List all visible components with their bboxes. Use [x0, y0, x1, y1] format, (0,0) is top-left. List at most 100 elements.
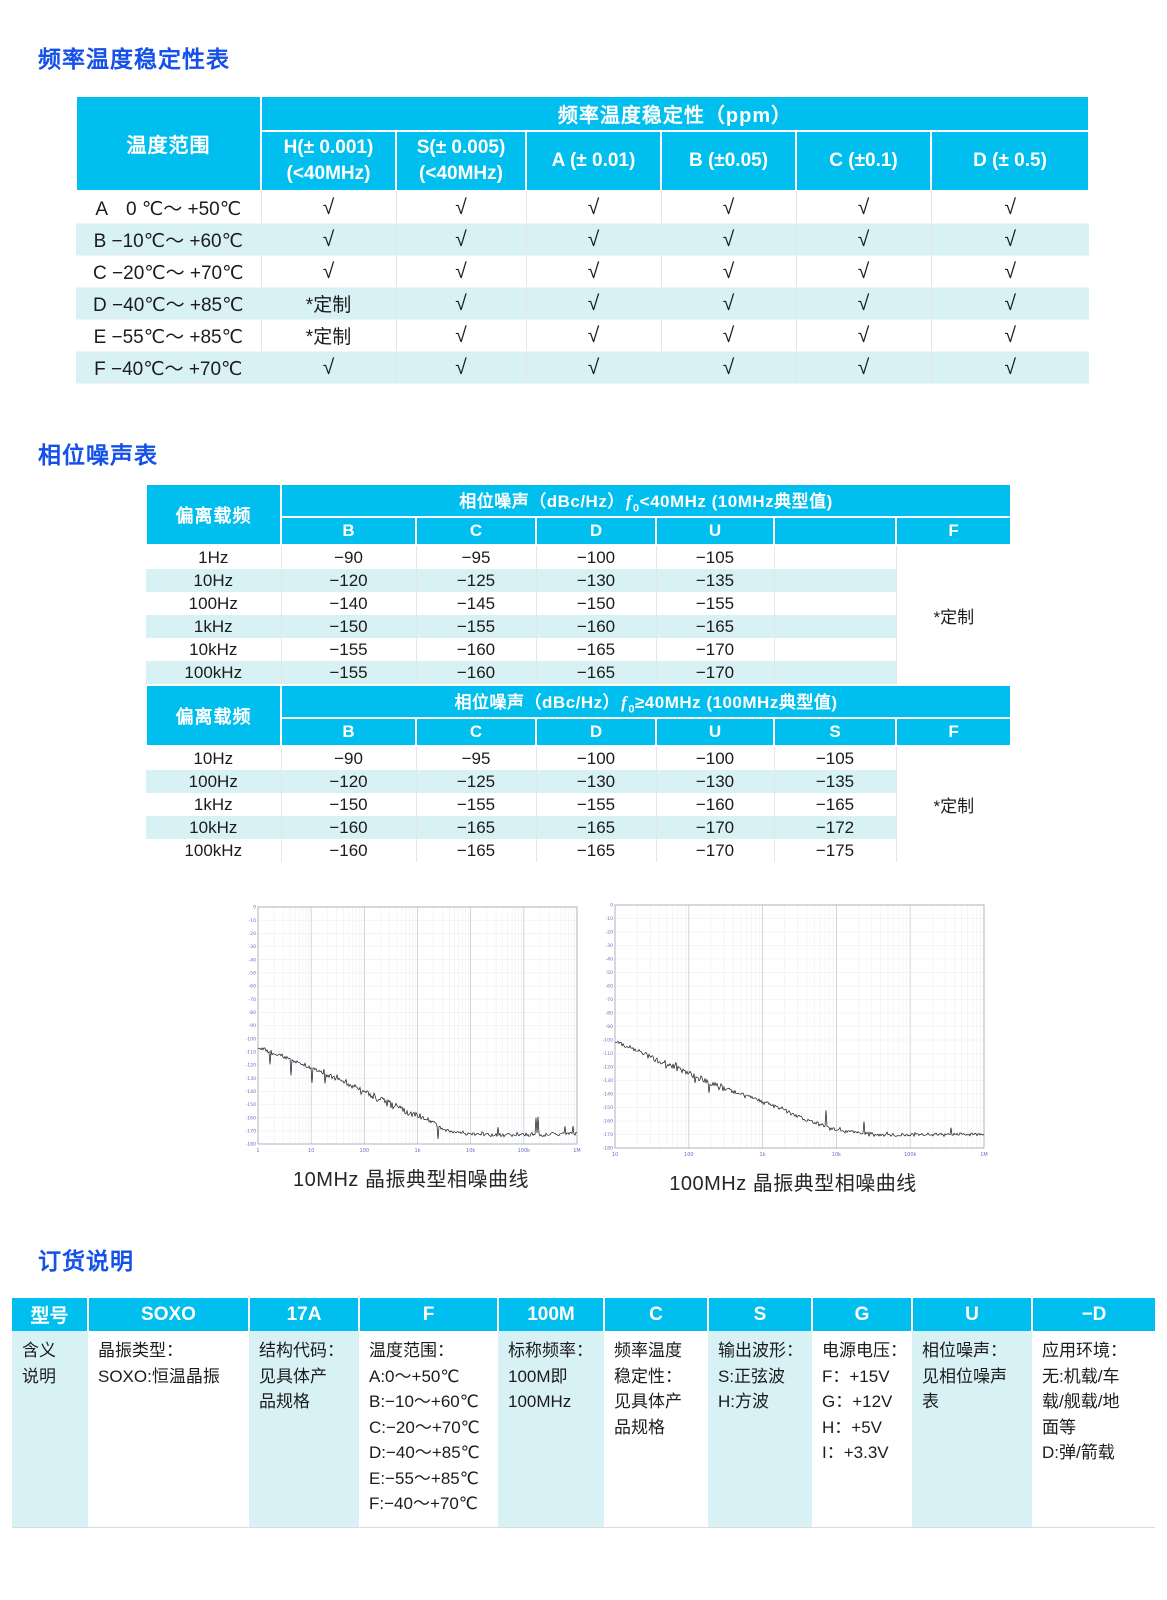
- axis-tick-label: 1k: [760, 1152, 766, 1158]
- phase-noise-col-header: S: [773, 717, 897, 747]
- ordering-section-title: 订货说明: [38, 1248, 134, 1274]
- ordering-description-cell: 输出波形： S:正弦波 H:方波: [708, 1331, 812, 1528]
- phase-noise-value-cell: −150: [281, 615, 417, 638]
- custom-cell: *定制: [895, 746, 1012, 862]
- phase-noise-group-header: 相位噪声（dBc/Hz）f0≥40MHz (100MHz典型值): [279, 684, 1013, 719]
- phase-noise-group-header: 相位噪声（dBc/Hz）f0<40MHz (10MHz典型值): [279, 483, 1013, 518]
- phase-noise-curve: [257, 1047, 577, 1140]
- check-cell: √: [931, 191, 1090, 224]
- phase-noise-col-header: C: [415, 717, 537, 747]
- check-cell: √: [396, 255, 527, 288]
- phase-noise-col-header: U: [655, 717, 775, 747]
- ordering-description-cell: 电源电压： F：+15V G：+12V H：+5V I：+3.3V: [812, 1331, 912, 1528]
- check-cell: √: [396, 223, 527, 256]
- axis-tick-label: -10: [605, 916, 613, 922]
- table-row: C −20℃～ +70℃ √ √ √ √ √ √: [76, 255, 1090, 288]
- check-cell: √: [661, 191, 797, 224]
- phase-noise-value-cell: −100: [656, 746, 775, 770]
- check-cell: √: [796, 191, 932, 224]
- check-cell: √: [931, 255, 1090, 288]
- ordering-description-line: I：+3.3V: [822, 1443, 889, 1462]
- stability-col-header-line: S(± 0.005): [416, 137, 506, 159]
- check-cell: √: [526, 223, 662, 256]
- phase-noise-col-header: D: [535, 516, 657, 546]
- phase-noise-value-cell: [774, 638, 896, 661]
- table-row: A 0 ℃～ +50℃ √ √ √ √ √ √: [76, 191, 1090, 224]
- stability-col-header-line: (<40MHz): [286, 163, 371, 184]
- phase-noise-value-cell: −155: [281, 638, 417, 661]
- check-cell: √: [661, 223, 797, 256]
- axis-tick-label: 1M: [980, 1152, 988, 1158]
- ordering-description-line: S:正弦波: [718, 1366, 786, 1386]
- axis-tick-label: -180: [603, 1146, 614, 1152]
- axis-tick-label: -50: [248, 971, 256, 977]
- group-header-prefix: 相位噪声（dBc/Hz）: [454, 692, 621, 712]
- ordering-description-line: 标称频率：: [508, 1341, 593, 1360]
- axis-tick-label: -140: [246, 1089, 257, 1095]
- table-row: 100Hz −140 −145 −150 −155: [146, 592, 1011, 615]
- stability-col-header-line: B (±0.05): [688, 150, 769, 172]
- phase-noise-value-cell: −165: [536, 839, 657, 862]
- axis-tick-label: 1M: [573, 1148, 581, 1154]
- ordering-description-line: 面等: [1042, 1417, 1076, 1437]
- check-cell: √: [931, 351, 1090, 384]
- ordering-code-header: 100M: [498, 1298, 605, 1331]
- check-cell: √: [261, 223, 397, 256]
- axis-tick-label: -140: [603, 1092, 614, 1098]
- phase-noise-value-cell: −172: [774, 816, 896, 839]
- ordering-description-line: 见具体产: [259, 1366, 327, 1386]
- axis-tick-label: -20: [605, 930, 613, 936]
- phase-noise-value-cell: −165: [536, 816, 657, 839]
- axis-tick-label: -110: [246, 1050, 257, 1056]
- axis-tick-label: -150: [603, 1105, 614, 1111]
- ordering-description-line: D:弹/箭载: [1042, 1443, 1115, 1462]
- stability-col-header: A (± 0.01): [525, 130, 662, 192]
- f-subscript: 0: [628, 703, 635, 716]
- phase-noise-chart-10mhz: 0 -10 -20 -30 -40 -50 -60 -70 -80 -90 -100 -110 -120…: [240, 902, 582, 1160]
- axis-tick-label: 0: [610, 903, 613, 909]
- check-cell: √: [261, 351, 397, 384]
- f-symbol: f: [625, 491, 633, 511]
- phase-noise-value-cell: −165: [656, 615, 775, 638]
- check-cell: √: [931, 223, 1090, 256]
- phase-noise-value-cell: −125: [416, 569, 537, 592]
- phase-noise-value-cell: −105: [656, 545, 775, 569]
- ordering-code-header: G: [812, 1298, 913, 1331]
- custom-cell: *定制: [261, 319, 397, 352]
- phase-noise-value-cell: −135: [656, 569, 775, 592]
- offset-frequency-label: 10Hz: [146, 746, 282, 770]
- stability-col-header-line: A (± 0.01): [551, 150, 636, 172]
- check-cell: √: [661, 319, 797, 352]
- phase-noise-value-cell: −90: [281, 545, 417, 569]
- phase-noise-value-cell: −100: [536, 746, 657, 770]
- stability-col-header: S(± 0.005) (<40MHz): [395, 130, 527, 192]
- stability-table-head: 温度范围 频率温度稳定性（ppm） H(± 0.001) (<40MHz) S(± 0.…: [75, 95, 1091, 192]
- offset-frequency-corner-header: 偏离载频: [145, 483, 282, 546]
- ordering-description-cell: 晶振类型： SOXO:恒温晶振: [88, 1331, 249, 1528]
- axis-tick-label: -60: [605, 984, 613, 990]
- table-row: 10kHz −160 −165 −165 −170 −172: [146, 816, 1011, 839]
- phase-noise-value-cell: −160: [656, 793, 775, 816]
- phase-noise-value-cell: −170: [656, 638, 775, 661]
- axis-tick-label: 1: [256, 1148, 259, 1154]
- phase-noise-col-header: U: [655, 516, 775, 546]
- phase-noise-value-cell: −165: [416, 816, 537, 839]
- phase-noise-value-cell: −150: [281, 793, 417, 816]
- axis-tick-label: -60: [248, 984, 256, 990]
- phase-noise-col-header: B: [280, 717, 417, 747]
- phase-noise-value-cell: −90: [281, 746, 417, 770]
- ordering-code-header: S: [708, 1298, 813, 1331]
- phase-noise-value-cell: −160: [281, 839, 417, 862]
- check-cell: √: [661, 351, 797, 384]
- f-subscript: 0: [633, 502, 640, 515]
- phase-noise-value-cell: −165: [774, 793, 896, 816]
- axis-tick-label: -80: [248, 1010, 256, 1016]
- axis-tick-label: -160: [603, 1119, 614, 1125]
- check-cell: √: [796, 319, 932, 352]
- axis-tick-label: -30: [248, 944, 256, 950]
- phase-noise-value-cell: −155: [416, 793, 537, 816]
- axis-tick-label: -130: [603, 1078, 614, 1084]
- ordering-code-header: 17A: [249, 1298, 360, 1331]
- axis-tick-label: 10k: [832, 1152, 841, 1158]
- stability-col-header-line: C (±0.1): [829, 150, 898, 172]
